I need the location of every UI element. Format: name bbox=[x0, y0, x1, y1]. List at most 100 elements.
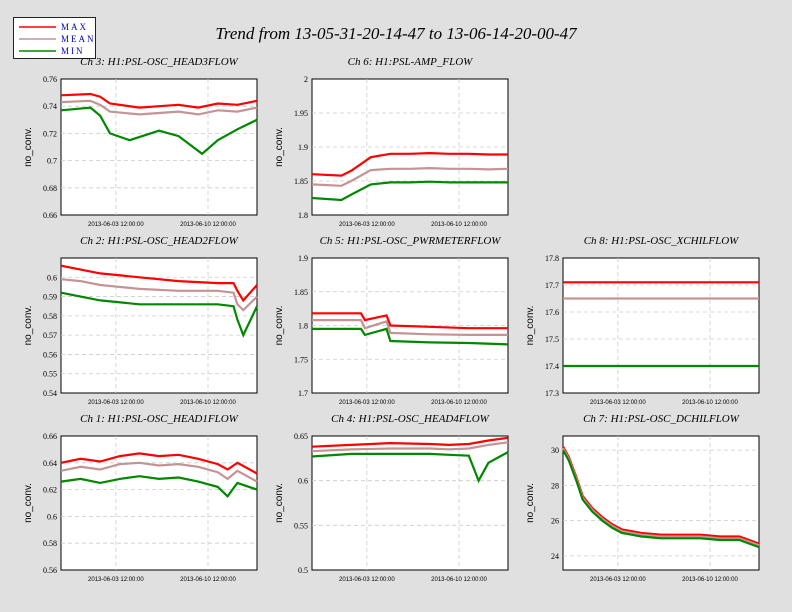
x-tick-label: 2013-06-10 12:00:00 bbox=[180, 222, 236, 228]
y-axis-label: no_conv. bbox=[525, 306, 536, 346]
chart-title: Ch 8: H1:PSL-OSC_XCHILFLOW bbox=[584, 235, 739, 247]
x-tick-label: 2013-06-03 12:00:00 bbox=[339, 400, 395, 406]
y-tick-label: 0.74 bbox=[43, 102, 57, 111]
chart-title: Ch 2: H1:PSL-OSC_HEAD2FLOW bbox=[80, 235, 238, 247]
legend-item-max: MAX bbox=[19, 22, 86, 32]
y-tick-label: 0.59 bbox=[43, 293, 57, 302]
legend-label-min: MIN bbox=[61, 46, 85, 56]
y-axis-label: no_conv. bbox=[274, 483, 285, 523]
y-tick-label: 2 bbox=[304, 75, 308, 84]
series-line-min bbox=[312, 327, 509, 346]
legend-label-mean: MEAN bbox=[61, 34, 96, 44]
y-tick-label: 0.58 bbox=[43, 539, 57, 548]
chart-title: Ch 5: H1:PSL-OSC_PWRMETERFLOW bbox=[320, 235, 502, 247]
y-axis-label: no_conv. bbox=[525, 483, 536, 523]
chart-title: Ch 1: H1:PSL-OSC_HEAD1FLOW bbox=[80, 413, 238, 425]
y-axis-label: no_conv. bbox=[23, 127, 34, 167]
plot-area bbox=[562, 435, 760, 571]
plot-area bbox=[60, 78, 258, 216]
y-tick-label: 1.75 bbox=[294, 355, 308, 364]
series-line-min bbox=[311, 180, 508, 202]
series-line-mean bbox=[60, 99, 258, 116]
series-line-max bbox=[60, 92, 258, 109]
y-tick-label: 0.62 bbox=[43, 486, 57, 495]
y-tick-label: 17.5 bbox=[545, 335, 559, 344]
chart-title: Ch 7: H1:PSL-OSC_DCHILFLOW bbox=[583, 413, 740, 425]
x-tick-label: 2013-06-03 12:00:00 bbox=[590, 400, 646, 406]
y-tick-label: 17.4 bbox=[545, 362, 559, 371]
series-line-max bbox=[60, 452, 258, 475]
y-tick-label: 0.66 bbox=[43, 432, 57, 441]
y-tick-label: 0.54 bbox=[43, 389, 57, 398]
y-tick-label: 0.5 bbox=[298, 566, 308, 575]
legend-svg: MAX MEAN MIN bbox=[19, 22, 96, 56]
y-tick-label: 1.7 bbox=[298, 389, 308, 398]
x-tick-label: 2013-06-03 12:00:00 bbox=[88, 577, 144, 583]
y-tick-label: 0.68 bbox=[43, 184, 57, 193]
series-line-mean bbox=[60, 461, 258, 483]
y-tick-label: 0.64 bbox=[43, 459, 57, 468]
y-tick-label: 0.56 bbox=[43, 566, 57, 575]
series-line-min bbox=[60, 291, 258, 338]
y-tick-label: 1.95 bbox=[294, 109, 308, 118]
y-tick-label: 1.85 bbox=[294, 288, 308, 297]
x-tick-label: 2013-06-10 12:00:00 bbox=[431, 222, 487, 228]
y-axis-label: no_conv. bbox=[23, 483, 34, 523]
series-line-max bbox=[311, 436, 509, 448]
y-tick-label: 17.7 bbox=[545, 281, 559, 290]
chart-panel-7: 0.5 0.55 0.6 0.65 2013-06-03 12:00:00 2013-06… bbox=[274, 413, 509, 583]
series-line-min bbox=[311, 451, 509, 484]
chart-panel-1: 0.66 0.68 0.7 0.72 0.74 0.76 2013-06-03 12:00:… bbox=[23, 56, 258, 228]
x-tick-label: 2013-06-10 12:00:00 bbox=[180, 400, 236, 406]
y-tick-label: 0.58 bbox=[43, 312, 57, 321]
page-title: Trend from 13-05-31-20-14-47 to 13-06-14… bbox=[215, 24, 577, 43]
y-tick-label: 17.6 bbox=[545, 308, 559, 317]
series-line-max bbox=[311, 151, 508, 177]
plot-area bbox=[60, 257, 258, 394]
y-tick-label: 1.9 bbox=[298, 254, 308, 263]
plot-area bbox=[311, 435, 509, 571]
chart-title: Ch 3: H1:PSL-OSC_HEAD3FLOW bbox=[80, 56, 238, 68]
y-axis-label: no_conv. bbox=[274, 306, 285, 346]
y-axis-label: no_conv. bbox=[23, 306, 34, 346]
y-tick-label: 0.76 bbox=[43, 75, 57, 84]
y-tick-label: 28 bbox=[551, 481, 559, 490]
chart-title: Ch 6: H1:PSL-AMP_FLOW bbox=[348, 56, 473, 68]
chart-panel-4: 1.7 1.75 1.8 1.85 1.9 2013-06-03 12:00:00 2013… bbox=[274, 235, 509, 406]
x-tick-label: 2013-06-03 12:00:00 bbox=[88, 222, 144, 228]
y-tick-label: 0.57 bbox=[43, 331, 57, 340]
legend-item-min: MIN bbox=[19, 46, 85, 56]
x-tick-label: 2013-06-03 12:00:00 bbox=[88, 400, 144, 406]
x-tick-label: 2013-06-03 12:00:00 bbox=[339, 222, 395, 228]
chart-panel-6: 0.56 0.58 0.6 0.62 0.64 0.66 2013-06-03 12:00:… bbox=[23, 413, 258, 583]
y-tick-label: 26 bbox=[551, 517, 559, 526]
y-tick-label: 0.72 bbox=[43, 129, 57, 138]
y-tick-label: 0.6 bbox=[47, 273, 57, 282]
x-tick-label: 2013-06-03 12:00:00 bbox=[590, 577, 646, 583]
series-line-mean bbox=[60, 278, 258, 312]
x-tick-label: 2013-06-10 12:00:00 bbox=[180, 577, 236, 583]
x-tick-label: 2013-06-10 12:00:00 bbox=[431, 400, 487, 406]
y-tick-label: 0.55 bbox=[43, 370, 57, 379]
chart-panel-5: 17.3 17.4 17.5 17.6 17.7 17.8 2013-06-03 12:00… bbox=[525, 235, 760, 406]
y-tick-label: 30 bbox=[551, 446, 559, 455]
chart-panel-2: 1.8 1.85 1.9 1.95 2 2013-06-03 12:00:00 2013-0… bbox=[274, 56, 509, 228]
series-line-min bbox=[60, 106, 258, 156]
y-tick-label: 1.8 bbox=[298, 322, 308, 331]
plot-area bbox=[562, 257, 760, 394]
x-tick-label: 2013-06-10 12:00:00 bbox=[682, 577, 738, 583]
y-tick-label: 24 bbox=[551, 552, 559, 561]
y-tick-label: 0.66 bbox=[43, 211, 57, 220]
y-tick-label: 1.8 bbox=[298, 211, 308, 220]
legend-item-mean: MEAN bbox=[19, 34, 96, 44]
series-line-mean bbox=[311, 166, 509, 187]
x-tick-label: 2013-06-10 12:00:00 bbox=[431, 577, 487, 583]
y-tick-label: 0.56 bbox=[43, 350, 57, 359]
y-tick-label: 0.65 bbox=[294, 432, 308, 441]
series-line-min bbox=[60, 475, 258, 498]
y-axis-label: no_conv. bbox=[274, 127, 285, 167]
y-tick-label: 17.8 bbox=[545, 254, 559, 263]
y-tick-label: 17.3 bbox=[545, 389, 559, 398]
series-line-mean bbox=[311, 441, 509, 453]
